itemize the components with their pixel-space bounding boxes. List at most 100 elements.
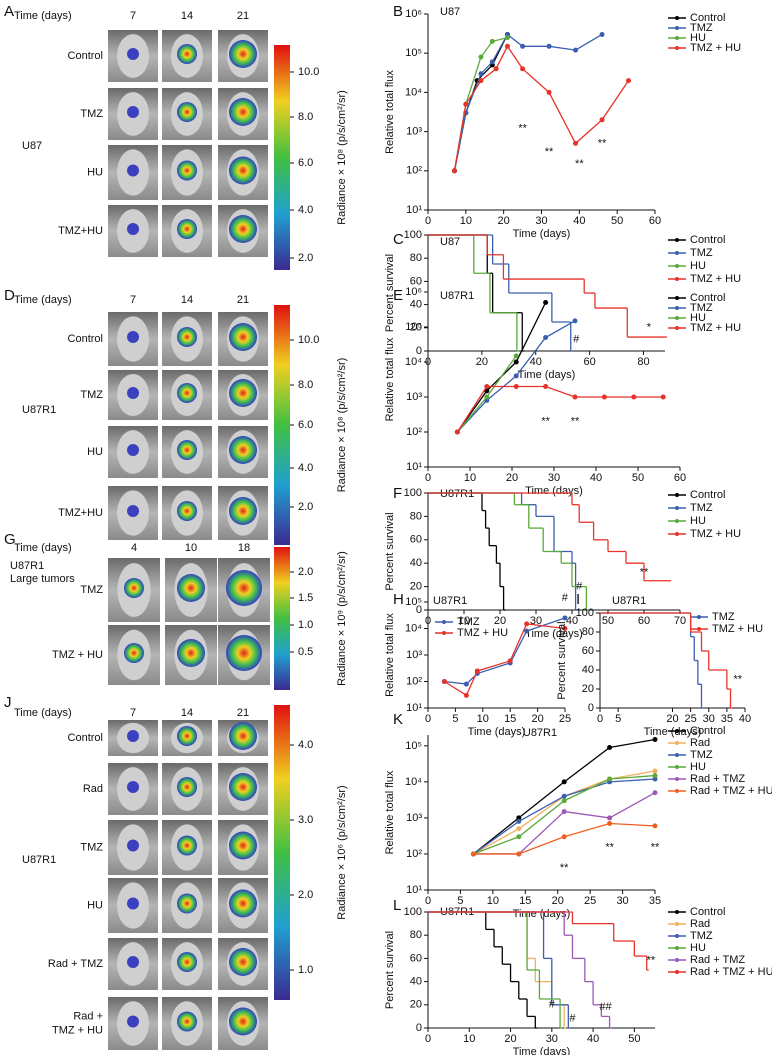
bioluminescence	[177, 44, 197, 64]
timepoint: 18	[238, 542, 250, 554]
legend-label: HU	[690, 32, 706, 44]
y-axis-label: Percent survival	[556, 621, 568, 699]
legend-label: HU	[690, 312, 706, 324]
legend-marker	[675, 910, 679, 914]
x-tick-label: 50	[628, 1033, 640, 1045]
y-tick-label: 80	[582, 626, 594, 638]
y-tick-label: 10⁵	[405, 596, 422, 608]
data-point	[652, 737, 658, 743]
legend-label: HU	[690, 761, 706, 773]
y-axis-label: Relative total flux	[384, 70, 396, 154]
panel-letter: D	[4, 287, 15, 304]
y-tick-label: 100	[404, 229, 422, 241]
x-tick-label: 60	[638, 615, 650, 627]
annotation: **	[647, 955, 656, 967]
y-tick-label: 10⁴	[405, 776, 422, 788]
annotation: **	[541, 415, 550, 427]
series-line	[456, 385, 664, 433]
y-tick-label: 10⁶	[405, 286, 422, 298]
legend-marker	[675, 46, 679, 50]
bioluminescence	[177, 952, 197, 972]
bioluminescence	[177, 102, 197, 122]
legend-marker	[675, 296, 679, 300]
bioluminescence	[127, 730, 139, 742]
y-tick-label: 40	[410, 299, 422, 311]
y-tick-label: 80	[410, 929, 422, 941]
bioluminescence	[177, 726, 197, 746]
colorbar	[274, 547, 290, 690]
y-tick-label: 10⁵	[405, 740, 422, 752]
legend-marker	[442, 620, 446, 624]
data-point	[516, 815, 522, 821]
x-tick-label: 30	[535, 215, 547, 227]
legend-marker	[675, 922, 679, 926]
chart-subtitle: U87R1	[440, 290, 474, 302]
series-line	[473, 774, 656, 855]
timepoint: 21	[237, 294, 249, 306]
bioluminescence	[229, 497, 257, 525]
x-tick-label: 20	[506, 472, 518, 484]
y-tick-label: 10⁶	[405, 8, 422, 20]
legend-marker	[675, 970, 679, 974]
data-point	[451, 168, 457, 174]
annotation: #	[573, 333, 580, 345]
y-tick-label: 10³	[406, 126, 422, 138]
legend-marker	[675, 238, 679, 242]
colorbar-tick-label: 10.0	[298, 334, 319, 346]
time-header: Time (days)	[14, 542, 72, 554]
data-point	[599, 31, 605, 37]
row-label: TMZ	[80, 841, 103, 853]
x-tick-label: 30	[703, 713, 715, 725]
legend-marker	[675, 326, 679, 330]
annotation: **	[598, 137, 607, 149]
x-tick-label: 20	[552, 895, 564, 907]
colorbar-tick-label: 4.0	[298, 739, 313, 751]
panel-letter: A	[4, 3, 14, 20]
annotation: **	[605, 842, 614, 854]
bioluminescence	[177, 1011, 197, 1032]
legend-label: Control	[690, 292, 725, 304]
annotation: #	[549, 999, 556, 1011]
y-tick-label: 10¹	[406, 702, 422, 714]
x-tick-label: 40	[590, 472, 602, 484]
panel-letter: E	[393, 287, 403, 304]
colorbar-tick-label: 2.0	[298, 889, 313, 901]
y-tick-label: 0	[416, 604, 422, 616]
y-tick-label: 10³	[406, 812, 422, 824]
annotation: **	[560, 862, 569, 874]
data-point	[652, 776, 658, 782]
data-point	[516, 818, 522, 824]
time-header: Time (days)	[14, 10, 72, 22]
y-tick-label: 0	[416, 1022, 422, 1034]
bioluminescence	[127, 505, 139, 517]
data-point	[546, 89, 552, 95]
data-point	[561, 834, 567, 840]
bioluminescence	[229, 156, 257, 185]
legend-label: TMZ	[690, 749, 713, 761]
data-point	[454, 429, 460, 435]
data-point	[504, 43, 510, 49]
series-line	[444, 623, 566, 697]
y-axis-label: Relative total flux	[384, 337, 396, 421]
data-point	[516, 826, 522, 832]
panel-letter: I	[576, 591, 580, 608]
data-point	[561, 798, 567, 804]
annotation: #	[569, 1013, 576, 1025]
x-axis-label: Time (days)	[644, 726, 702, 738]
row-label: TMZ+HU	[58, 225, 103, 237]
legend-marker	[675, 934, 679, 938]
data-point	[652, 823, 658, 829]
colorbar-tick-label: 2.0	[298, 501, 313, 513]
legend-label: TMZ + HU	[690, 528, 741, 540]
x-tick-label: 40	[566, 615, 578, 627]
bioluminescence	[229, 215, 257, 243]
timepoint: 14	[181, 10, 193, 22]
bioluminescence	[127, 444, 139, 456]
x-tick-label: 15	[519, 895, 531, 907]
legend-marker	[675, 264, 679, 268]
bioluminescence	[127, 1015, 139, 1028]
x-tick-label: 0	[425, 1033, 431, 1045]
x-tick-label: 40	[739, 713, 751, 725]
legend-marker	[675, 519, 679, 523]
